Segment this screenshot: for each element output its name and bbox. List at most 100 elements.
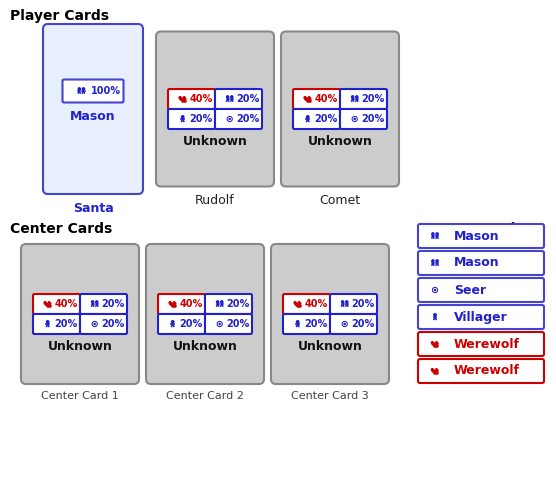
FancyBboxPatch shape	[330, 314, 377, 334]
Polygon shape	[436, 368, 437, 369]
Ellipse shape	[310, 98, 311, 99]
Circle shape	[93, 323, 96, 325]
FancyBboxPatch shape	[62, 79, 123, 103]
FancyBboxPatch shape	[215, 109, 262, 129]
Circle shape	[216, 301, 219, 303]
FancyBboxPatch shape	[281, 31, 399, 186]
Text: 20%: 20%	[361, 114, 385, 124]
FancyBboxPatch shape	[80, 294, 127, 314]
Text: 100%: 100%	[91, 86, 121, 96]
Text: 20%: 20%	[54, 319, 78, 329]
Circle shape	[226, 96, 229, 98]
Ellipse shape	[46, 303, 49, 305]
FancyBboxPatch shape	[293, 109, 340, 129]
Text: 20%: 20%	[351, 319, 375, 329]
Text: Mason: Mason	[454, 257, 500, 270]
Text: 20%: 20%	[226, 299, 250, 309]
Ellipse shape	[437, 343, 438, 344]
Circle shape	[217, 321, 222, 326]
Ellipse shape	[181, 98, 184, 100]
Text: 20%: 20%	[315, 114, 338, 124]
Circle shape	[47, 321, 49, 323]
Text: Center Card 3: Center Card 3	[291, 391, 369, 401]
Ellipse shape	[300, 303, 301, 304]
Text: Seer: Seer	[454, 284, 486, 297]
Text: Comet: Comet	[320, 195, 360, 208]
Circle shape	[342, 321, 347, 326]
Circle shape	[306, 116, 309, 118]
Circle shape	[353, 117, 357, 121]
Circle shape	[219, 323, 220, 325]
Text: Werewolf: Werewolf	[454, 337, 520, 350]
Circle shape	[82, 88, 85, 90]
Circle shape	[173, 302, 175, 304]
Circle shape	[48, 302, 51, 304]
Text: 20%: 20%	[351, 299, 375, 309]
Text: In-Game Roles: In-Game Roles	[420, 222, 533, 236]
Circle shape	[432, 233, 434, 235]
Text: Center Card 1: Center Card 1	[41, 391, 119, 401]
Circle shape	[78, 88, 81, 90]
Text: 20%: 20%	[226, 319, 250, 329]
Circle shape	[221, 301, 223, 303]
Text: Santa: Santa	[73, 202, 113, 215]
FancyBboxPatch shape	[340, 109, 387, 129]
Circle shape	[351, 96, 354, 98]
Circle shape	[436, 233, 438, 235]
Polygon shape	[183, 96, 185, 97]
Circle shape	[92, 321, 97, 326]
Ellipse shape	[171, 303, 174, 305]
FancyBboxPatch shape	[80, 314, 127, 334]
Circle shape	[171, 321, 174, 323]
FancyBboxPatch shape	[168, 109, 215, 129]
Circle shape	[308, 97, 310, 100]
FancyBboxPatch shape	[418, 251, 544, 275]
Circle shape	[94, 323, 95, 325]
FancyBboxPatch shape	[215, 89, 262, 109]
FancyBboxPatch shape	[168, 89, 215, 109]
Text: Center Cards: Center Cards	[10, 222, 112, 236]
FancyBboxPatch shape	[158, 294, 205, 314]
Text: 40%: 40%	[180, 299, 203, 309]
Text: 40%: 40%	[315, 94, 338, 104]
Text: 20%: 20%	[190, 114, 213, 124]
Circle shape	[434, 314, 436, 316]
Circle shape	[183, 97, 185, 100]
FancyBboxPatch shape	[271, 244, 389, 384]
Text: Center Card 2: Center Card 2	[166, 391, 244, 401]
FancyBboxPatch shape	[205, 314, 252, 334]
FancyBboxPatch shape	[283, 314, 330, 334]
Text: 40%: 40%	[305, 299, 328, 309]
FancyBboxPatch shape	[21, 244, 139, 384]
Text: Villager: Villager	[454, 311, 508, 323]
Text: Unknown: Unknown	[48, 340, 112, 353]
Circle shape	[435, 369, 438, 372]
Polygon shape	[309, 96, 310, 97]
Circle shape	[298, 302, 300, 304]
Circle shape	[344, 323, 345, 325]
Circle shape	[346, 301, 348, 303]
Text: 20%: 20%	[236, 94, 260, 104]
Circle shape	[219, 323, 221, 325]
FancyBboxPatch shape	[158, 314, 205, 334]
Circle shape	[434, 288, 436, 291]
Text: Werewolf: Werewolf	[454, 364, 520, 378]
Circle shape	[435, 342, 438, 345]
Circle shape	[92, 301, 94, 303]
Text: 40%: 40%	[190, 94, 213, 104]
Text: Mason: Mason	[70, 110, 116, 123]
Text: 20%: 20%	[236, 114, 260, 124]
FancyBboxPatch shape	[418, 332, 544, 356]
Text: Unknown: Unknown	[307, 135, 373, 148]
Circle shape	[229, 118, 231, 121]
Circle shape	[432, 260, 434, 262]
FancyBboxPatch shape	[293, 89, 340, 109]
Circle shape	[341, 301, 344, 303]
Text: Mason: Mason	[454, 229, 500, 242]
FancyBboxPatch shape	[330, 294, 377, 314]
Text: 20%: 20%	[102, 319, 125, 329]
Circle shape	[434, 289, 435, 290]
Circle shape	[343, 323, 346, 325]
Ellipse shape	[49, 303, 51, 304]
Circle shape	[354, 119, 355, 120]
